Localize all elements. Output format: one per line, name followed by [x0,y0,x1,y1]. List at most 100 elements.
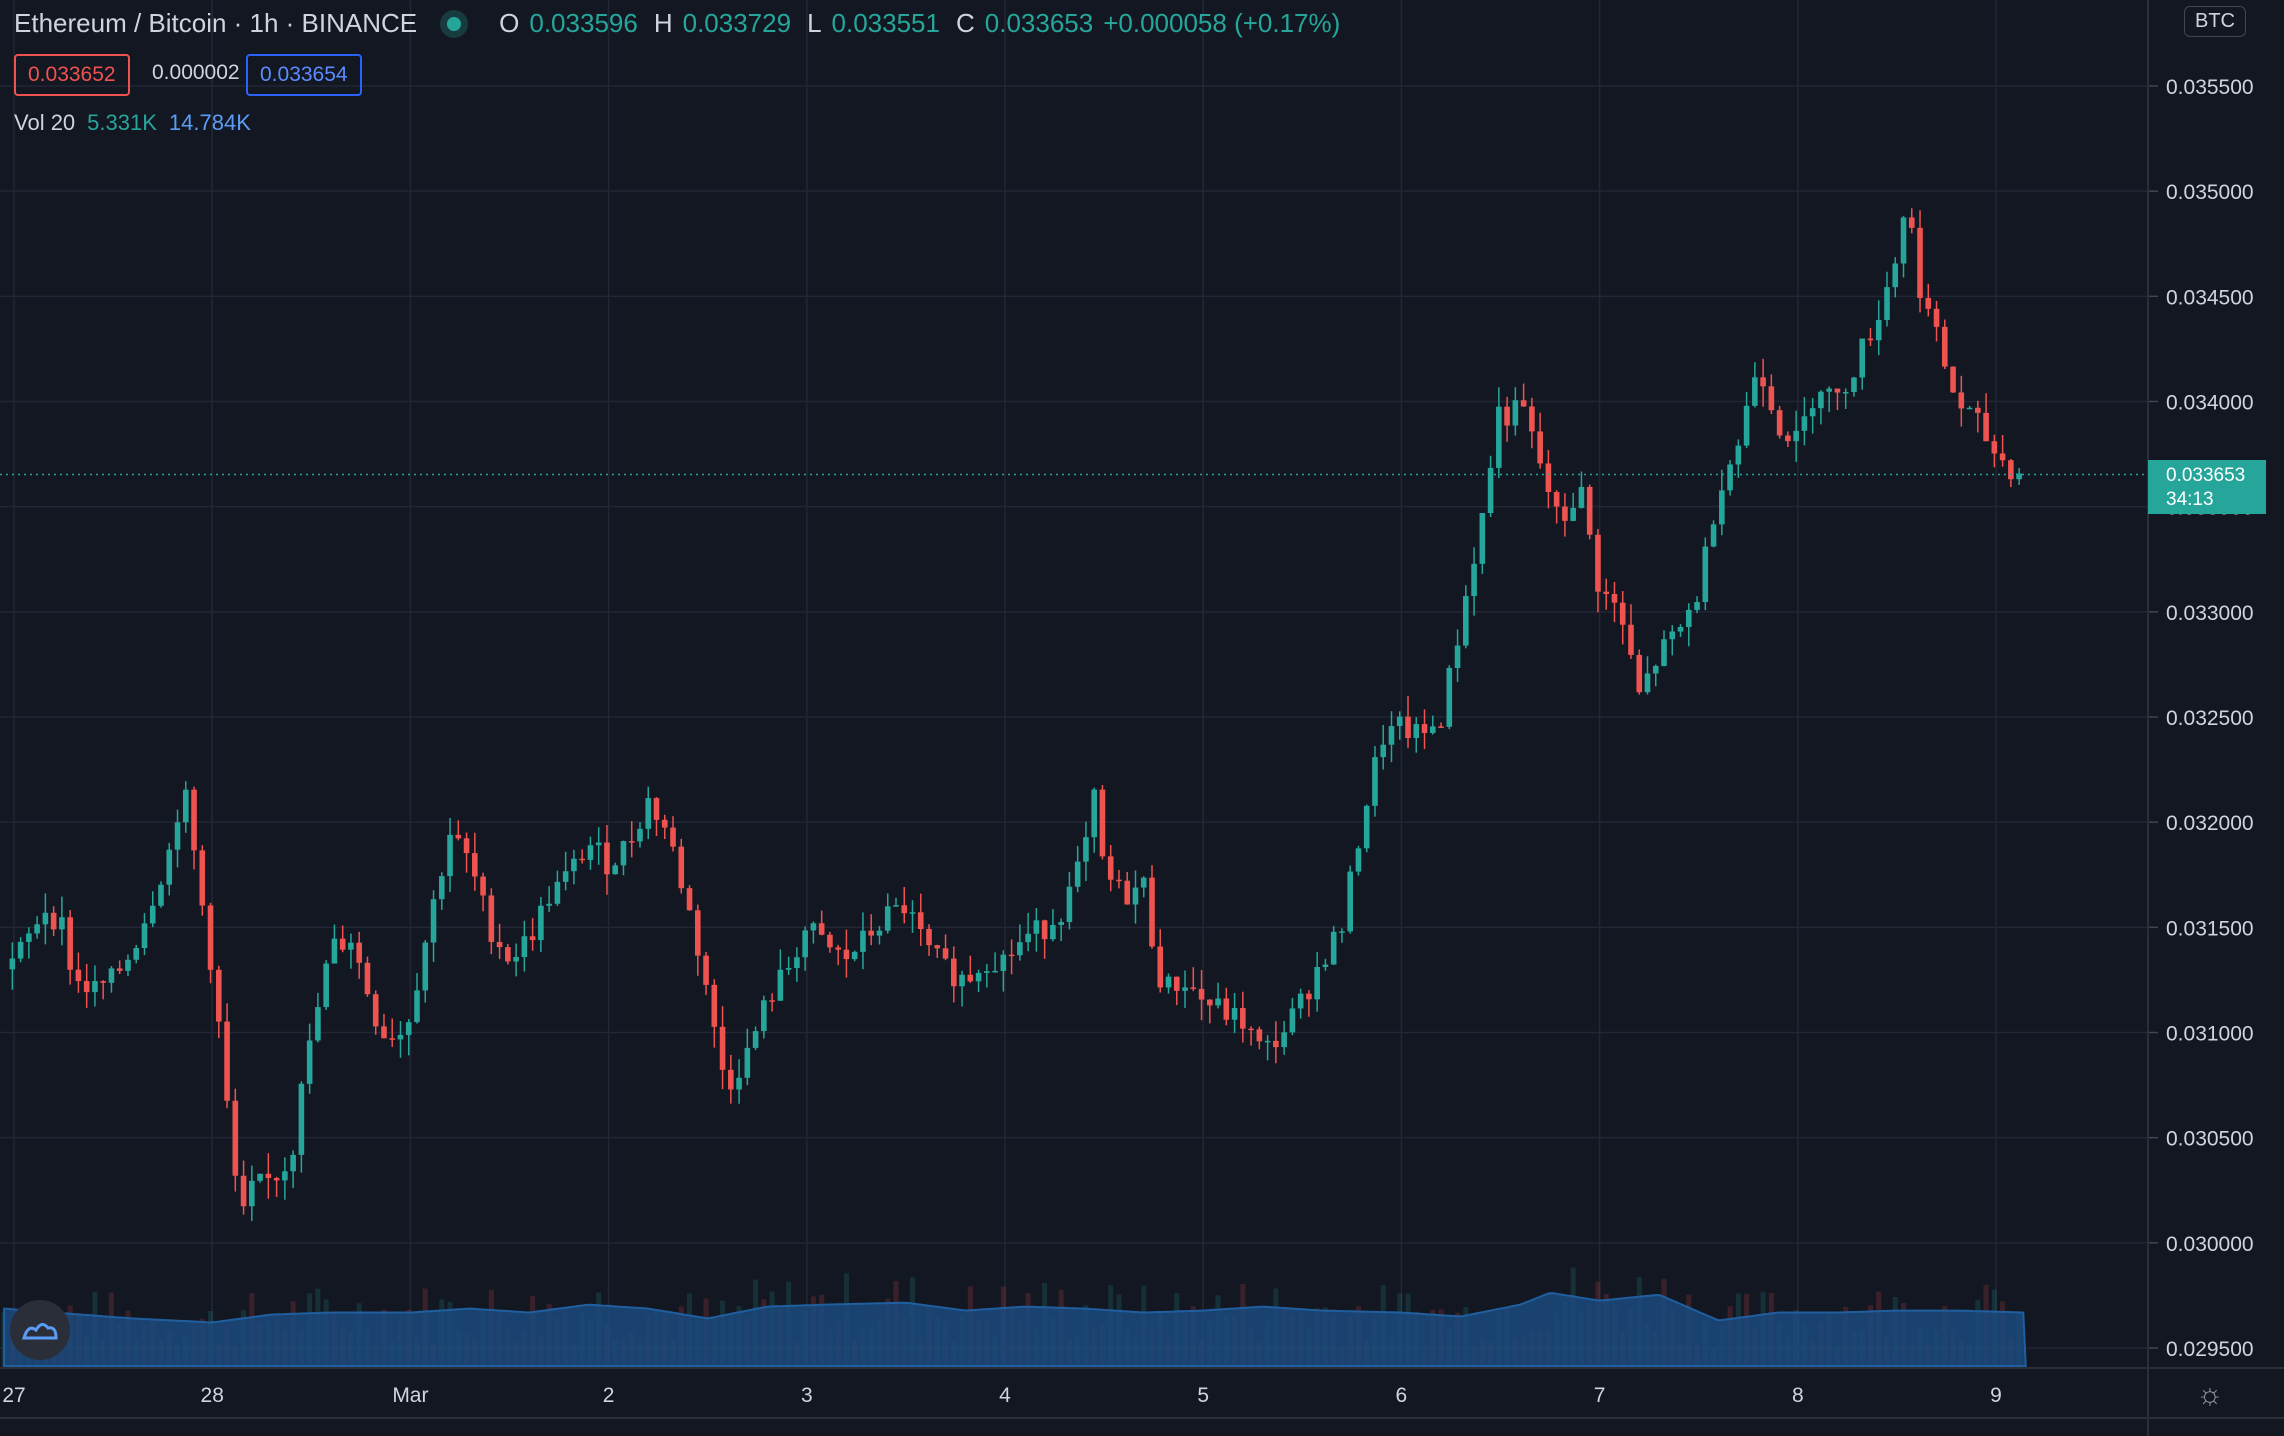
tradingview-logo-icon[interactable] [10,1300,70,1360]
candle-down [1760,377,1766,387]
candle-down [934,945,941,949]
candle-down [703,955,709,985]
candle-up [1719,490,1725,525]
symbol-title[interactable]: Ethereum / Bitcoin · 1h · BINANCE [14,8,418,38]
candle-down [1240,1008,1246,1029]
candle-down [1785,435,1791,442]
candle-up [1314,966,1320,1000]
candle-up [521,936,528,957]
candle-up [1669,631,1676,640]
candle-up [1851,377,1857,393]
open-value: 0.033596 [529,8,638,38]
candle-down [1628,624,1634,655]
bar-countdown: 34:13 [2166,489,2214,511]
candle-up [298,1083,305,1155]
candle-up [1875,319,1882,341]
candle-down [1999,453,2006,461]
candle-down [1908,217,1915,228]
candle-up [884,906,891,931]
candle-up [893,905,899,907]
y-tick-label: 0.033000 [2166,602,2254,625]
candle-up [59,917,65,930]
x-tick-label: 4 [999,1384,1011,1407]
chart-legend: Ethereum / Bitcoin · 1h · BINANCE O 0.033… [14,8,1340,39]
candle-down [83,981,90,993]
candle-up [141,923,148,949]
candle-down [719,1026,726,1070]
candle-up [1454,645,1461,668]
candle-down [224,1021,230,1101]
candle-down [1256,1029,1263,1042]
candle-down [1619,602,1626,625]
volume-legend[interactable]: Vol 20 5.331K 14.784K [14,110,251,136]
candle-up [851,951,858,960]
candle-down [1834,388,1841,393]
x-tick-label: 28 [201,1384,224,1407]
candle-down [1223,998,1230,1020]
candle-down [50,912,57,930]
candle-up [1446,667,1453,727]
candle-up [1710,524,1717,547]
candle-down [480,876,486,896]
candle-down [1405,716,1411,739]
candle-down [1545,463,1552,493]
candle-down [1190,987,1197,989]
low-label: L [807,8,822,38]
candle-down [1595,534,1601,592]
candle-down [1504,406,1510,426]
candle-up [92,981,98,993]
volume-ma-area [3,1292,2027,1367]
candle-up [323,963,329,1008]
candle-up [26,933,32,942]
candle-down [1768,386,1775,411]
candle-down [1421,724,1428,734]
bid-price-button[interactable]: 0.033652 [14,54,130,96]
x-tick-label: 9 [1990,1384,2002,1407]
candle-up [414,990,420,1023]
candle-up [1727,464,1733,491]
candle-up [1215,998,1221,1006]
market-status-icon [447,16,462,31]
candle-up [562,871,569,882]
ask-price-button[interactable]: 0.033654 [246,54,362,96]
candle-down [1925,297,1932,309]
low-value: 0.033551 [831,8,940,38]
candle-up [612,865,619,875]
candle-down [240,1175,247,1207]
candle-down [364,962,371,995]
y-tick-label: 0.035500 [2166,76,2254,99]
candle-up [785,967,792,970]
candle-up [620,841,627,866]
candle-up [1752,377,1758,406]
x-tick-label: 3 [801,1384,813,1407]
y-tick-label: 0.030500 [2166,1128,2254,1151]
candle-down [1198,988,1205,1000]
candle-up [1570,507,1576,521]
candle-up [348,942,354,950]
candle-down [505,947,511,962]
candle-up [1322,964,1329,967]
candle-down [488,895,495,942]
volume-ma-value: 14.784K [168,110,251,135]
close-label: C [955,8,975,38]
candle-up [34,924,40,934]
candle-down [835,947,841,950]
candle-up [1231,1008,1238,1020]
y-tick-label: 0.029500 [2166,1338,2254,1361]
candle-down [463,838,470,854]
candle-up [1000,954,1007,971]
x-tick-label: 7 [1594,1384,1606,1407]
settings-gear-icon[interactable]: ☼ [2196,1378,2224,1411]
candle-up [975,972,982,982]
candle-up [1074,861,1081,887]
candle-down [472,853,478,877]
last-price-badge: 0.033653 34:13 [2148,460,2266,515]
currency-button[interactable]: BTC [2184,6,2246,37]
candle-down [1248,1028,1254,1031]
candle-down [529,936,536,941]
candle-down [273,1178,280,1181]
candle-up [1058,922,1064,925]
y-tick-label: 0.032000 [2166,812,2254,835]
candle-up [959,974,965,987]
